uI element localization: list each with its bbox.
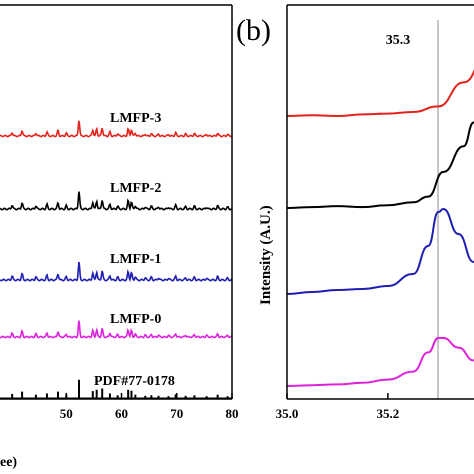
panel-b: 35.3 35.0 35.2 (b) Intensity (A.U.) — [236, 4, 474, 421]
reference-line-label: 35.3 — [386, 33, 411, 48]
series-label: LMFP-1 — [110, 252, 161, 267]
panel-a-x-axis-label: ee) — [0, 455, 17, 470]
panel-b-curves — [286, 69, 474, 387]
panel-b-series-lmfp-3 — [286, 69, 474, 118]
x-tick-label: 80 — [226, 406, 239, 421]
x-tick-label: 60 — [115, 406, 128, 421]
series-line-lmfp-2 — [0, 191, 233, 212]
panel-b-series-lmfp-1 — [286, 207, 474, 295]
panel-a-curves — [0, 120, 233, 399]
series-line-lmfp-0 — [0, 320, 233, 339]
x-tick-label: 70 — [170, 406, 183, 421]
panel-a-x-ticks: 50 60 70 80 — [60, 393, 239, 421]
panel-a-series-labels: LMFP-3 LMFP-2 LMFP-1 LMFP-0 PDF#77-0178 — [94, 111, 175, 389]
series-label: LMFP-3 — [110, 111, 161, 126]
x-tick-label: 50 — [60, 406, 73, 421]
x-tick-label: 35.2 — [377, 406, 400, 421]
panel-a: LMFP-3 LMFP-2 LMFP-1 LMFP-0 PDF#77-0178 50 60… — [0, 4, 239, 470]
panel-b-series-lmfp-0 — [286, 336, 474, 387]
panel-b-label: (b) — [236, 14, 271, 47]
x-tick-label: 35.0 — [276, 406, 299, 421]
series-line-lmfp-3 — [0, 120, 233, 138]
series-line-lmfp-1 — [0, 261, 233, 283]
panel-b-x-ticks: 35.0 35.2 — [276, 393, 400, 421]
panel-b-series-lmfp-2 — [286, 121, 474, 209]
series-label: PDF#77-0178 — [94, 374, 175, 389]
series-label: LMFP-0 — [110, 312, 161, 327]
series-label: LMFP-2 — [110, 181, 161, 196]
panel-b-y-axis-label: Intensity (A.U.) — [258, 205, 274, 305]
